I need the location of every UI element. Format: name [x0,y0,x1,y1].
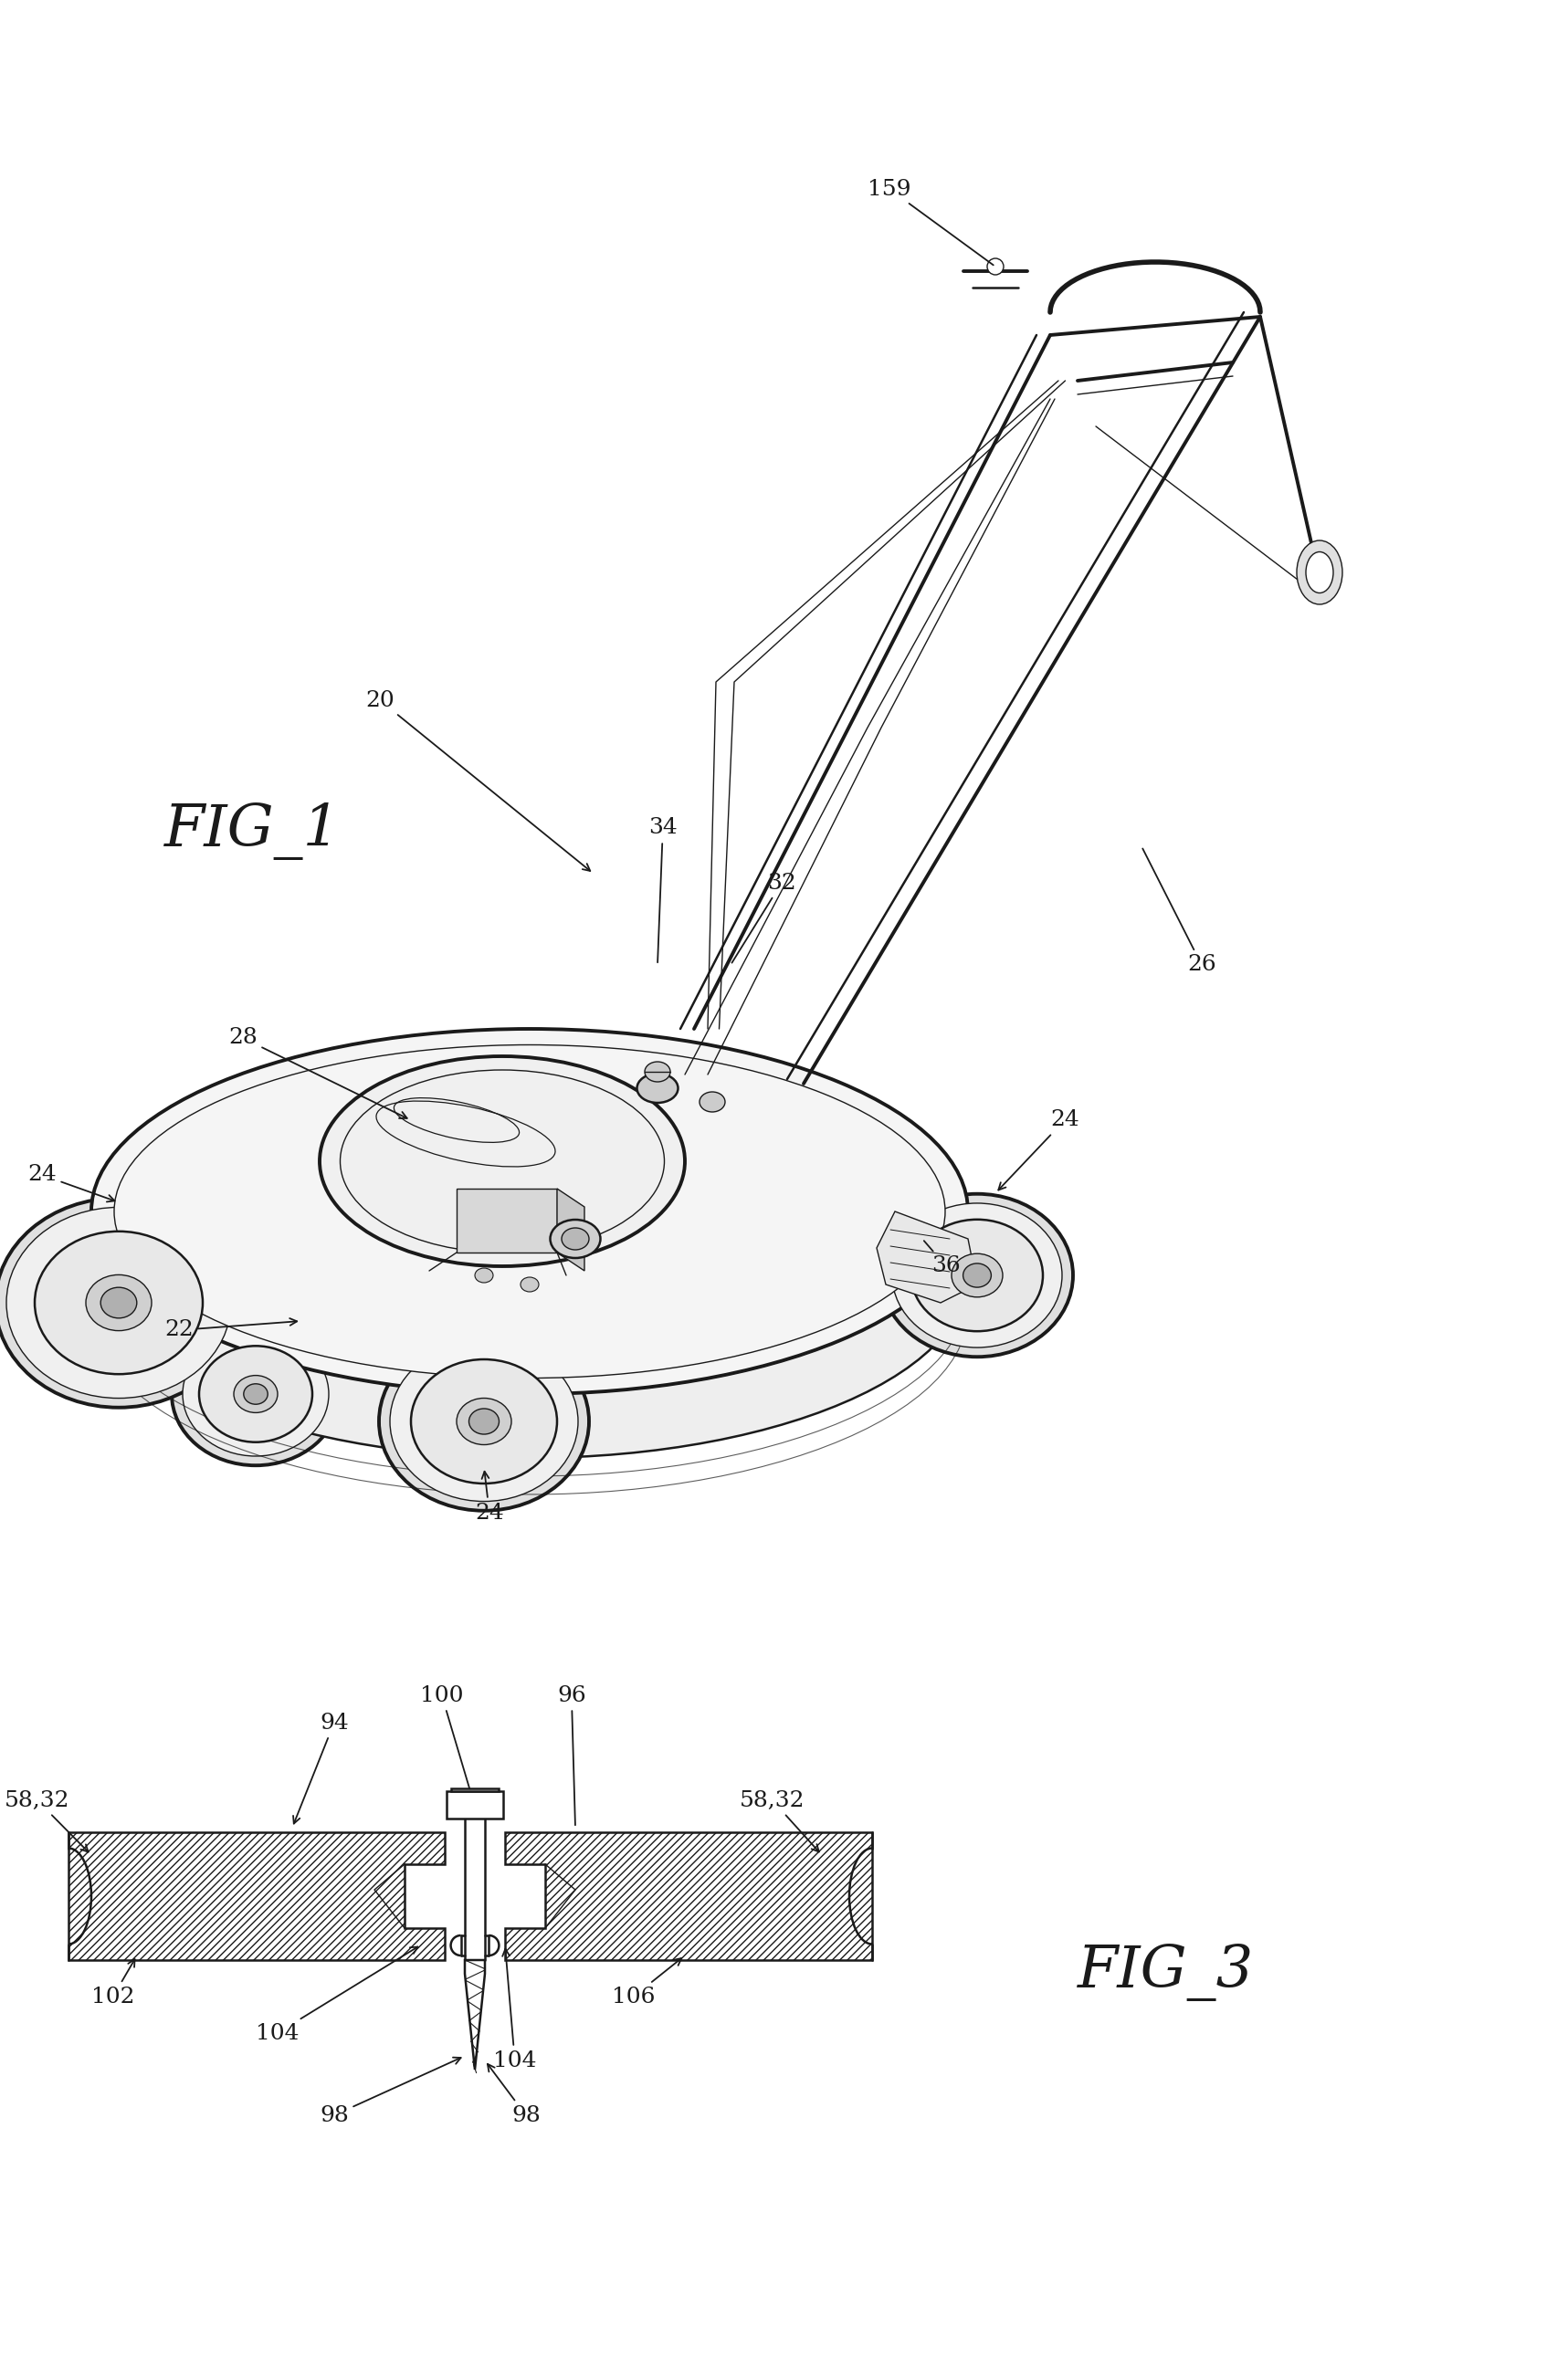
Text: 24: 24 [998,1109,1079,1190]
Polygon shape [450,1787,498,1792]
Text: 100: 100 [420,1685,469,1790]
Ellipse shape [86,1276,151,1330]
Text: 104: 104 [255,1947,417,2044]
Text: 28: 28 [229,1028,406,1119]
Ellipse shape [1305,552,1333,593]
Ellipse shape [92,1028,967,1395]
Ellipse shape [101,1288,137,1319]
Ellipse shape [378,1333,589,1511]
Text: 58,32: 58,32 [740,1790,819,1852]
Ellipse shape [520,1278,539,1292]
Ellipse shape [699,1092,724,1111]
Ellipse shape [962,1264,990,1288]
Polygon shape [447,1792,503,1818]
Ellipse shape [637,1073,677,1102]
Ellipse shape [0,1197,241,1407]
Polygon shape [456,1188,557,1252]
Ellipse shape [475,1269,494,1283]
Text: FIG_3: FIG_3 [1077,1944,1253,2002]
Ellipse shape [469,1409,498,1435]
Ellipse shape [339,1071,663,1252]
Ellipse shape [34,1230,202,1373]
Ellipse shape [911,1219,1042,1330]
Ellipse shape [951,1254,1003,1297]
Text: 104: 104 [494,1949,536,2071]
Ellipse shape [561,1228,589,1250]
Ellipse shape [456,1397,511,1445]
Text: 32: 32 [732,873,796,964]
Text: 24: 24 [475,1471,503,1523]
Ellipse shape [234,1376,277,1414]
Text: 24: 24 [28,1164,115,1202]
Ellipse shape [881,1195,1073,1357]
Ellipse shape [243,1383,268,1404]
Polygon shape [877,1211,976,1302]
Ellipse shape [550,1219,599,1259]
Ellipse shape [411,1359,557,1483]
Text: 159: 159 [867,178,993,264]
Ellipse shape [6,1207,230,1397]
Ellipse shape [389,1342,578,1502]
Text: 96: 96 [557,1685,585,1825]
Text: 34: 34 [648,816,677,962]
Text: 106: 106 [612,1959,680,2006]
Ellipse shape [319,1057,685,1266]
Ellipse shape [199,1347,311,1442]
Ellipse shape [182,1333,329,1457]
Polygon shape [557,1188,584,1271]
Polygon shape [464,1961,484,2071]
Text: 22: 22 [165,1319,297,1340]
Text: FIG_1: FIG_1 [165,802,341,859]
Ellipse shape [645,1061,670,1083]
Ellipse shape [1295,540,1342,605]
Text: 58,32: 58,32 [5,1790,89,1852]
Text: 36: 36 [923,1240,961,1276]
Polygon shape [92,1211,967,1459]
Text: 102: 102 [92,1959,135,2006]
Text: 94: 94 [293,1711,349,1823]
Text: 26: 26 [1141,850,1216,976]
Ellipse shape [114,1045,945,1378]
Ellipse shape [171,1323,339,1466]
Polygon shape [504,1833,872,1961]
Text: 98: 98 [319,2056,461,2125]
Ellipse shape [987,259,1003,274]
Text: 20: 20 [364,690,590,871]
Ellipse shape [892,1204,1062,1347]
Polygon shape [69,1833,444,1961]
Text: 98: 98 [487,2063,540,2125]
